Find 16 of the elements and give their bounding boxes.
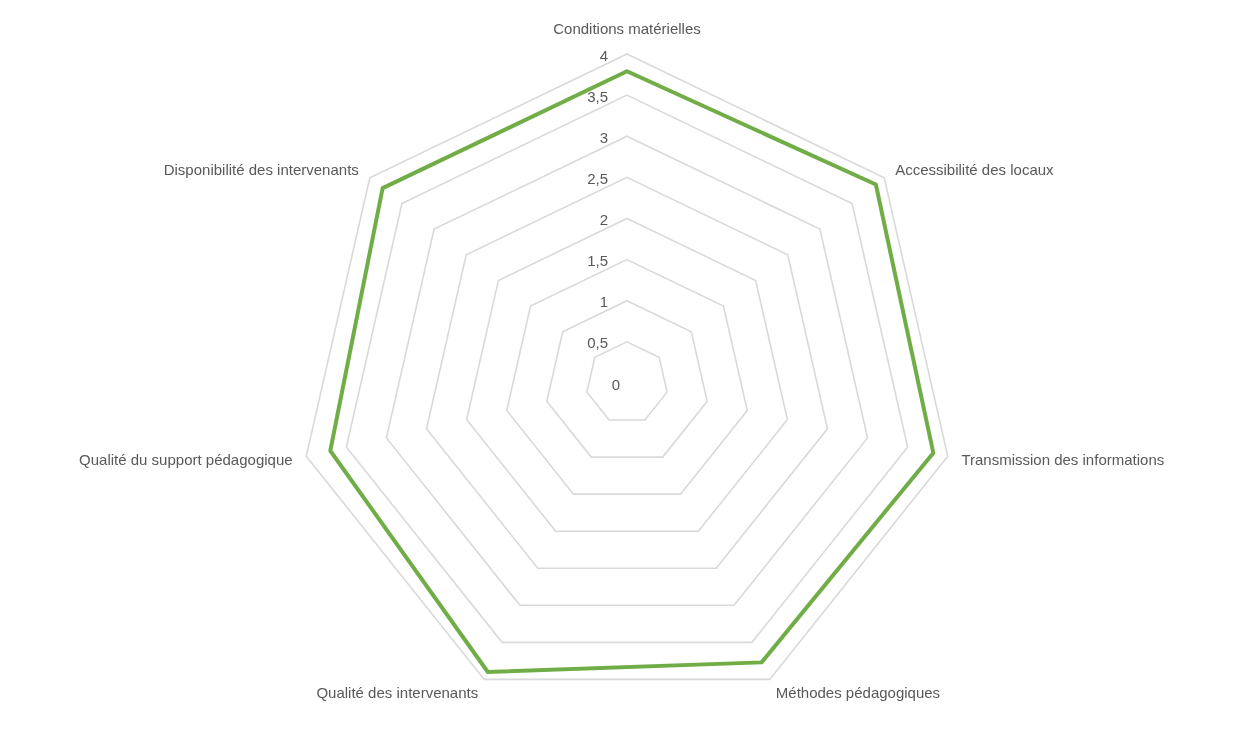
y-tick-label: 0,5: [587, 334, 608, 352]
y-tick-label: 2: [599, 211, 608, 228]
y-tick-label: 1: [599, 293, 608, 311]
spoke-label: Qualité des intervenants: [316, 683, 479, 701]
y-tick-label: 4: [599, 46, 608, 64]
y-tick-label: 3,5: [587, 87, 608, 105]
y-tick-label: 3: [599, 128, 608, 146]
spoke-label: Conditions matérielles: [553, 19, 701, 37]
spoke-label: Accessibilité des locaux: [895, 160, 1055, 178]
spoke-label: Disponibilité des intervenants: [163, 160, 359, 178]
y-tick-label: 0: [611, 375, 620, 393]
spoke-label: Qualité du support pédagogique: [79, 450, 293, 468]
spoke-label: Transmission des informations: [961, 450, 1165, 468]
spoke-label: Méthodes pédagogiques: [775, 683, 941, 701]
y-tick-label: 1,5: [587, 252, 608, 270]
y-tick-label: 2,5: [587, 169, 608, 187]
